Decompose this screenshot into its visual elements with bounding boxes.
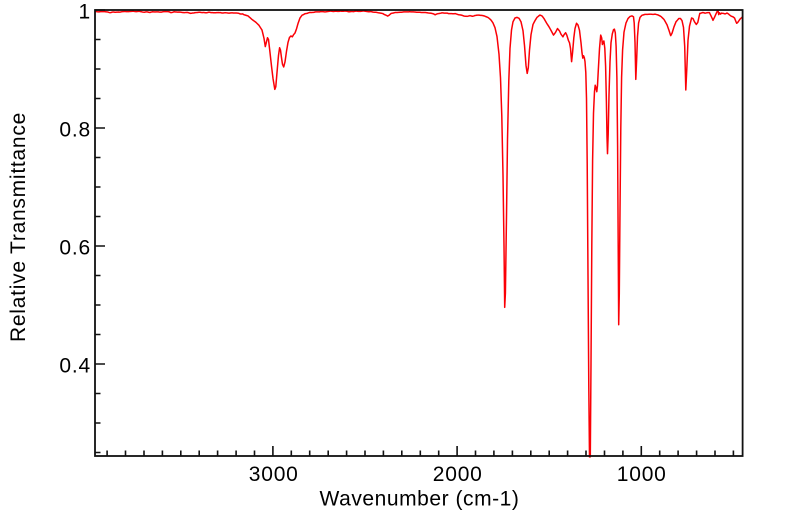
svg-text:Wavenumber (cm-1): Wavenumber (cm-1): [320, 488, 520, 511]
svg-text:1000: 1000: [617, 463, 667, 486]
svg-text:0.6: 0.6: [59, 236, 91, 259]
svg-text:0.8: 0.8: [59, 118, 91, 141]
svg-text:0.4: 0.4: [59, 354, 91, 377]
svg-text:1: 1: [79, 0, 91, 23]
svg-text:Relative Transmittance: Relative Transmittance: [7, 112, 30, 342]
svg-text:2000: 2000: [433, 463, 483, 486]
svg-text:3000: 3000: [249, 463, 299, 486]
